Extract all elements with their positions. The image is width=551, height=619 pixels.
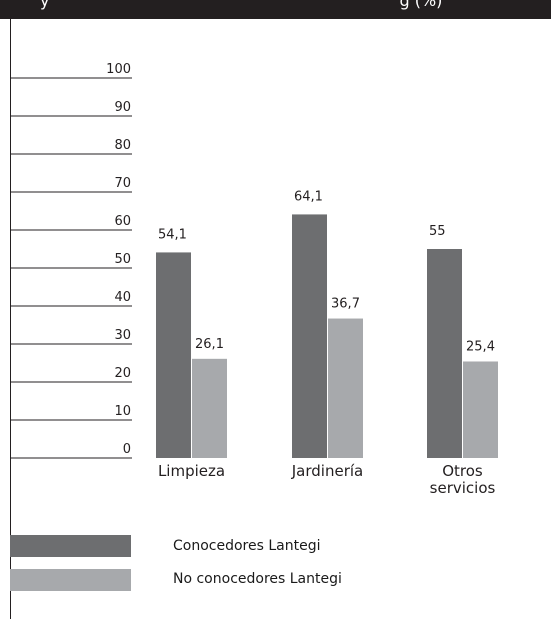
legend-label-no-conocedores: No conocedores Lantegi bbox=[173, 571, 342, 587]
legend-swatch-no-conocedores bbox=[10, 569, 131, 591]
category-label-1-0: Jardinería bbox=[291, 462, 363, 480]
bar-conocedores-0 bbox=[156, 252, 191, 458]
bar-conocedores-1 bbox=[292, 214, 327, 458]
y-tick-label-10: 10 bbox=[114, 404, 131, 419]
y-tick-label-60: 60 bbox=[114, 214, 131, 229]
bar-no-conocedores-0 bbox=[192, 359, 227, 458]
category-label-0-0: Limpieza bbox=[158, 462, 225, 480]
category-label-2-1: servicios bbox=[430, 479, 496, 497]
bar-conocedores-2 bbox=[427, 249, 462, 458]
y-tick-label-70: 70 bbox=[114, 176, 131, 191]
bar-no-conocedores-1 bbox=[328, 319, 363, 458]
y-tick-label-0: 0 bbox=[123, 442, 131, 457]
data-label-no-conocedores-0: 26,1 bbox=[195, 337, 224, 352]
bar-no-conocedores-2 bbox=[463, 361, 498, 458]
y-tick-label-50: 50 bbox=[114, 252, 131, 267]
data-label-no-conocedores-2: 25,4 bbox=[466, 339, 495, 354]
legend-swatch-conocedores bbox=[10, 535, 131, 557]
y-tick-label-40: 40 bbox=[114, 290, 131, 305]
legend-label-conocedores: Conocedores Lantegi bbox=[173, 538, 320, 554]
y-tick-label-20: 20 bbox=[114, 366, 131, 381]
y-tick-label-30: 30 bbox=[114, 328, 131, 343]
data-label-conocedores-0: 54,1 bbox=[158, 227, 187, 242]
category-label-2-0: Otros bbox=[442, 462, 483, 480]
y-tick-label-80: 80 bbox=[114, 138, 131, 153]
data-label-no-conocedores-1: 36,7 bbox=[331, 297, 360, 312]
y-tick-label-90: 90 bbox=[114, 100, 131, 115]
data-label-conocedores-2: 55 bbox=[429, 224, 446, 239]
y-tick-label-100: 100 bbox=[106, 62, 131, 77]
data-label-conocedores-1: 64,1 bbox=[294, 189, 323, 204]
